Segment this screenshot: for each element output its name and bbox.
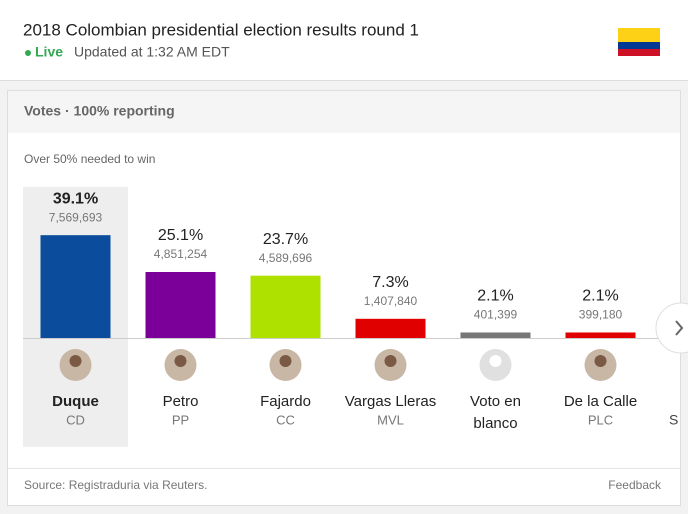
party: CC: [276, 412, 295, 427]
avatar-head: [384, 355, 397, 367]
bar: [565, 332, 636, 338]
percent-label: 7.3%: [372, 274, 408, 291]
bar: [460, 332, 531, 338]
panel-heading-bg: [8, 91, 680, 133]
updated: Updated at 1:32 AM EDT: [74, 44, 230, 60]
candidate-name: Vargas Lleras: [345, 393, 436, 410]
bar: [40, 235, 111, 338]
percent-label: 23.7%: [263, 231, 308, 248]
percent-label: 2.1%: [477, 288, 513, 305]
party: PLC: [588, 412, 613, 427]
bar: [355, 318, 426, 338]
avatar-head: [69, 355, 82, 367]
percent-label: 25.1%: [158, 227, 203, 244]
percent-label: 2.1%: [582, 288, 618, 305]
avatar: [479, 349, 512, 381]
party: PP: [172, 412, 189, 427]
votes-label: 1,407,840: [364, 294, 418, 308]
percent-label: 39.1%: [53, 190, 98, 207]
avatar: [164, 349, 197, 381]
title: 2018 Colombian presidential election res…: [23, 20, 419, 39]
avatar-head: [594, 355, 607, 367]
avatar-head: [174, 355, 187, 367]
live: Live: [35, 44, 63, 60]
votes-label: 399,180: [579, 308, 623, 322]
avatar-head: [489, 355, 502, 367]
avatar-head: [279, 355, 292, 367]
candidate-name: Duque: [52, 393, 99, 410]
candidate-name: Petro: [163, 393, 199, 410]
header-card: [0, 0, 688, 80]
party: MVL: [377, 412, 404, 427]
votes-label: 4,589,696: [259, 251, 313, 265]
note: Over 50% needed to win: [24, 152, 155, 166]
votes-label: 4,851,254: [154, 247, 208, 261]
avatar: [584, 349, 617, 381]
panel-heading: Votes · 100% reporting: [24, 103, 175, 119]
overflow-label: S: [669, 412, 678, 428]
bar: [250, 275, 321, 338]
candidate-name: De la Calle: [564, 393, 637, 410]
candidate-name: Fajardo: [260, 393, 311, 410]
flag: [618, 28, 660, 56]
avatar: [269, 349, 302, 381]
votes-label: 7,569,693: [49, 210, 103, 224]
candidate-name: Voto en blanco: [470, 393, 521, 432]
avatar: [59, 349, 92, 381]
votes-label: 401,399: [474, 308, 518, 322]
avatar: [374, 349, 407, 381]
bar: [145, 271, 216, 338]
source: Source: Registraduria via Reuters.: [24, 478, 207, 492]
feedback[interactable]: Feedback: [608, 478, 662, 492]
party: CD: [66, 412, 85, 427]
live-dot: [25, 50, 31, 56]
next-button[interactable]: [655, 302, 688, 354]
